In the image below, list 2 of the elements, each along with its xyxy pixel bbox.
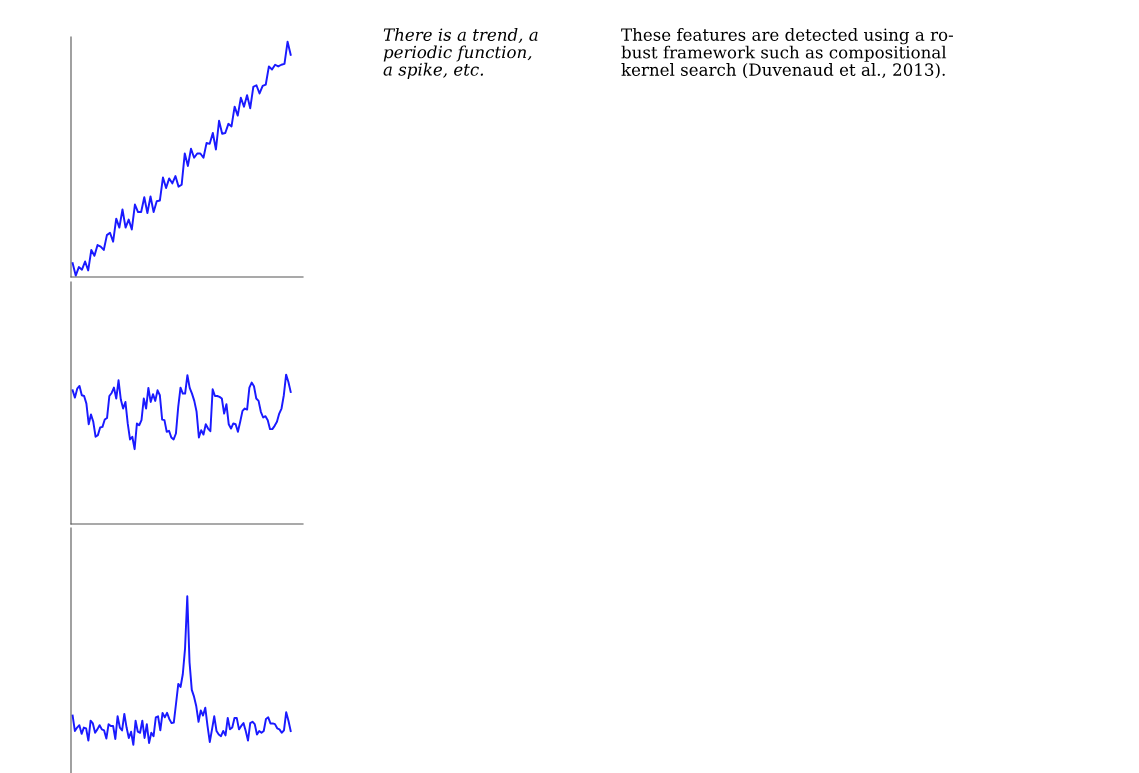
text: These features are detected using a ro- bust framework such as compositional kernel search (Duvenaud et al., 2013). bbox=[621, 28, 953, 79]
text: There is a trend, a periodic function, a spike, etc. bbox=[383, 28, 538, 79]
